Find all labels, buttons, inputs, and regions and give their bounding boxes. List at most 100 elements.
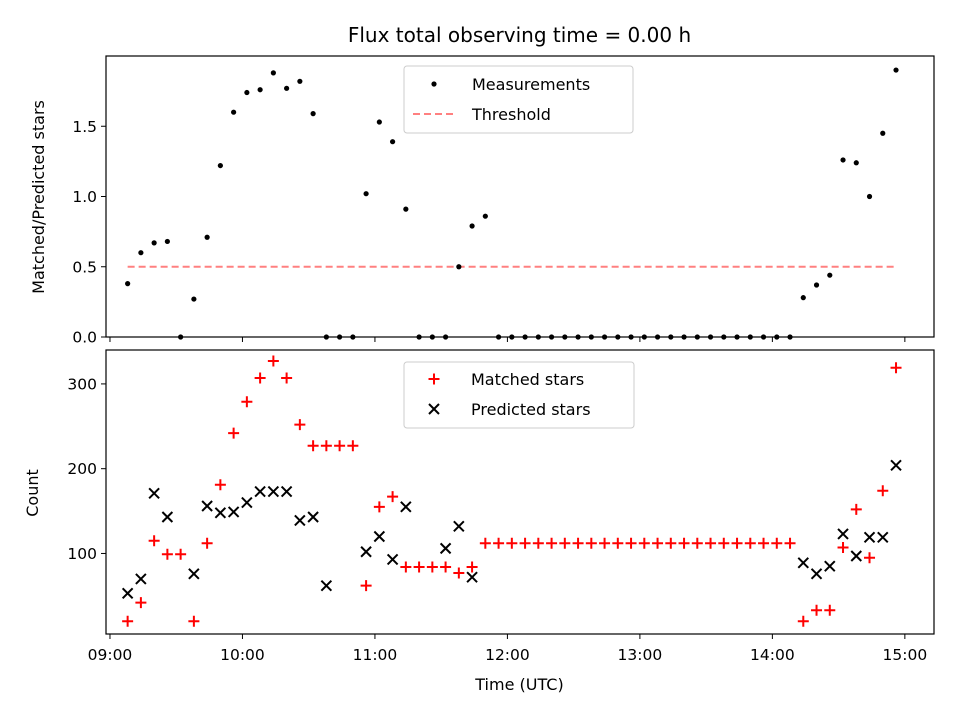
legend-threshold-label: Threshold xyxy=(471,105,551,124)
predicted-star-point xyxy=(453,520,465,533)
count-x-tick-label: 14:00 xyxy=(750,646,795,664)
count-plot-frame xyxy=(105,349,935,635)
matched-star-point xyxy=(811,604,823,616)
measurement-point xyxy=(376,119,382,125)
count-y-tick-label: 300 xyxy=(67,375,97,393)
predicted-star-point xyxy=(148,487,160,499)
ratio-x-ticks xyxy=(109,337,906,342)
matched-star-point xyxy=(625,537,637,549)
predicted-star-point xyxy=(373,530,386,543)
matched-star-point xyxy=(201,537,213,549)
count-y-tick-label: 100 xyxy=(67,545,97,563)
measurement-point xyxy=(893,67,899,73)
predicted-star-point xyxy=(188,568,200,580)
predicted-star-point xyxy=(824,560,836,572)
count-x-tick-label: 11:00 xyxy=(353,646,398,664)
matched-star-point xyxy=(638,537,650,549)
matched-star-point xyxy=(691,537,703,549)
predicted-star-point xyxy=(890,459,902,472)
matched-star-point xyxy=(440,561,452,573)
measurement-point xyxy=(800,295,806,301)
ratio-y-tick-label: 0.0 xyxy=(72,329,97,347)
matched-star-point xyxy=(241,396,253,408)
ratio-y-axis-label: Matched/Predicted stars xyxy=(29,100,48,294)
matched-star-point xyxy=(665,537,677,549)
matched-star-point xyxy=(705,537,717,549)
predicted-star-point xyxy=(466,571,478,583)
count-legend-box xyxy=(403,361,635,429)
legend-matched-marker xyxy=(428,373,440,385)
matched-star-point xyxy=(479,537,491,549)
measurement-point xyxy=(840,157,846,163)
matched-star-point xyxy=(532,537,544,549)
matched-star-point xyxy=(122,615,134,627)
matched-star-point xyxy=(731,537,743,549)
matched-star-point xyxy=(281,372,293,384)
measurement-point xyxy=(827,272,833,278)
matched-star-point xyxy=(188,615,200,627)
predicted-star-point xyxy=(386,553,399,566)
matched-star-point xyxy=(214,479,226,491)
count-x-tick-label: 10:00 xyxy=(220,646,265,664)
measurement-point xyxy=(403,206,409,212)
matched-star-point xyxy=(267,355,279,367)
count-y-tick-label: 200 xyxy=(67,460,97,478)
predicted-star-point xyxy=(254,485,266,498)
matched-star-point xyxy=(373,501,385,513)
matched-star-point xyxy=(572,537,584,549)
measurement-point xyxy=(244,89,250,96)
count-plot: 100 200 300 09:00 10:00 11:00 12:00 13:00 14:00… xyxy=(23,349,935,694)
matched-star-point xyxy=(466,561,478,573)
matched-star-point xyxy=(307,440,319,452)
measurement-point xyxy=(866,193,873,200)
predicted-star-point xyxy=(267,485,280,498)
measurement-point xyxy=(151,240,157,246)
matched-star-point xyxy=(771,537,783,549)
measurement-point xyxy=(310,111,316,117)
measurement-point xyxy=(138,250,144,256)
matched-star-point xyxy=(864,552,876,564)
predicted-star-point xyxy=(294,514,306,527)
matched-star-point xyxy=(347,440,359,452)
matched-star-point xyxy=(320,440,332,452)
count-y-axis-label: Count xyxy=(23,469,42,517)
measurement-point xyxy=(204,234,210,240)
predicted-star-point xyxy=(201,500,213,512)
matched-star-point xyxy=(148,535,160,547)
count-y-ticks: 100 200 300 xyxy=(67,375,106,563)
predicted-star-point xyxy=(877,531,889,544)
matched-star-point xyxy=(334,440,346,452)
legend-measurements-label: Measurements xyxy=(472,75,590,94)
ratio-y-tick-label: 1.5 xyxy=(72,118,97,136)
predicted-star-point xyxy=(121,587,134,600)
matched-star-point xyxy=(744,537,756,549)
matched-star-point xyxy=(546,537,558,549)
matched-star-point xyxy=(837,542,849,554)
ratio-y-ticks: 0.0 0.5 1.0 1.5 xyxy=(72,118,106,347)
count-x-tick-label: 13:00 xyxy=(618,646,663,664)
matched-star-point xyxy=(453,567,465,579)
matched-star-point xyxy=(599,537,611,549)
measurement-point xyxy=(231,109,237,115)
predicted-star-point xyxy=(307,511,319,523)
matched-star-point xyxy=(877,485,889,497)
legend-predicted-label: Predicted stars xyxy=(471,400,591,419)
matched-star-point xyxy=(493,537,505,549)
matched-star-point xyxy=(135,597,147,609)
legend-predicted-marker xyxy=(428,403,440,415)
matched-star-point xyxy=(652,537,664,549)
predicted-star-point xyxy=(837,528,849,540)
x-axis-label: Time (UTC) xyxy=(474,675,563,694)
predicted-star-point xyxy=(850,550,862,562)
ratio-legend-box xyxy=(403,65,634,134)
matched-star-point xyxy=(890,362,902,374)
ratio-y-tick-label: 0.5 xyxy=(72,258,97,276)
matched-star-point xyxy=(519,537,531,549)
measurement-point xyxy=(853,160,859,166)
ratio-legend: Measurements Threshold xyxy=(403,65,634,134)
matched-star-point xyxy=(678,537,690,549)
count-marks xyxy=(121,355,902,627)
predicted-star-point xyxy=(810,568,823,580)
measurement-point xyxy=(297,78,303,84)
